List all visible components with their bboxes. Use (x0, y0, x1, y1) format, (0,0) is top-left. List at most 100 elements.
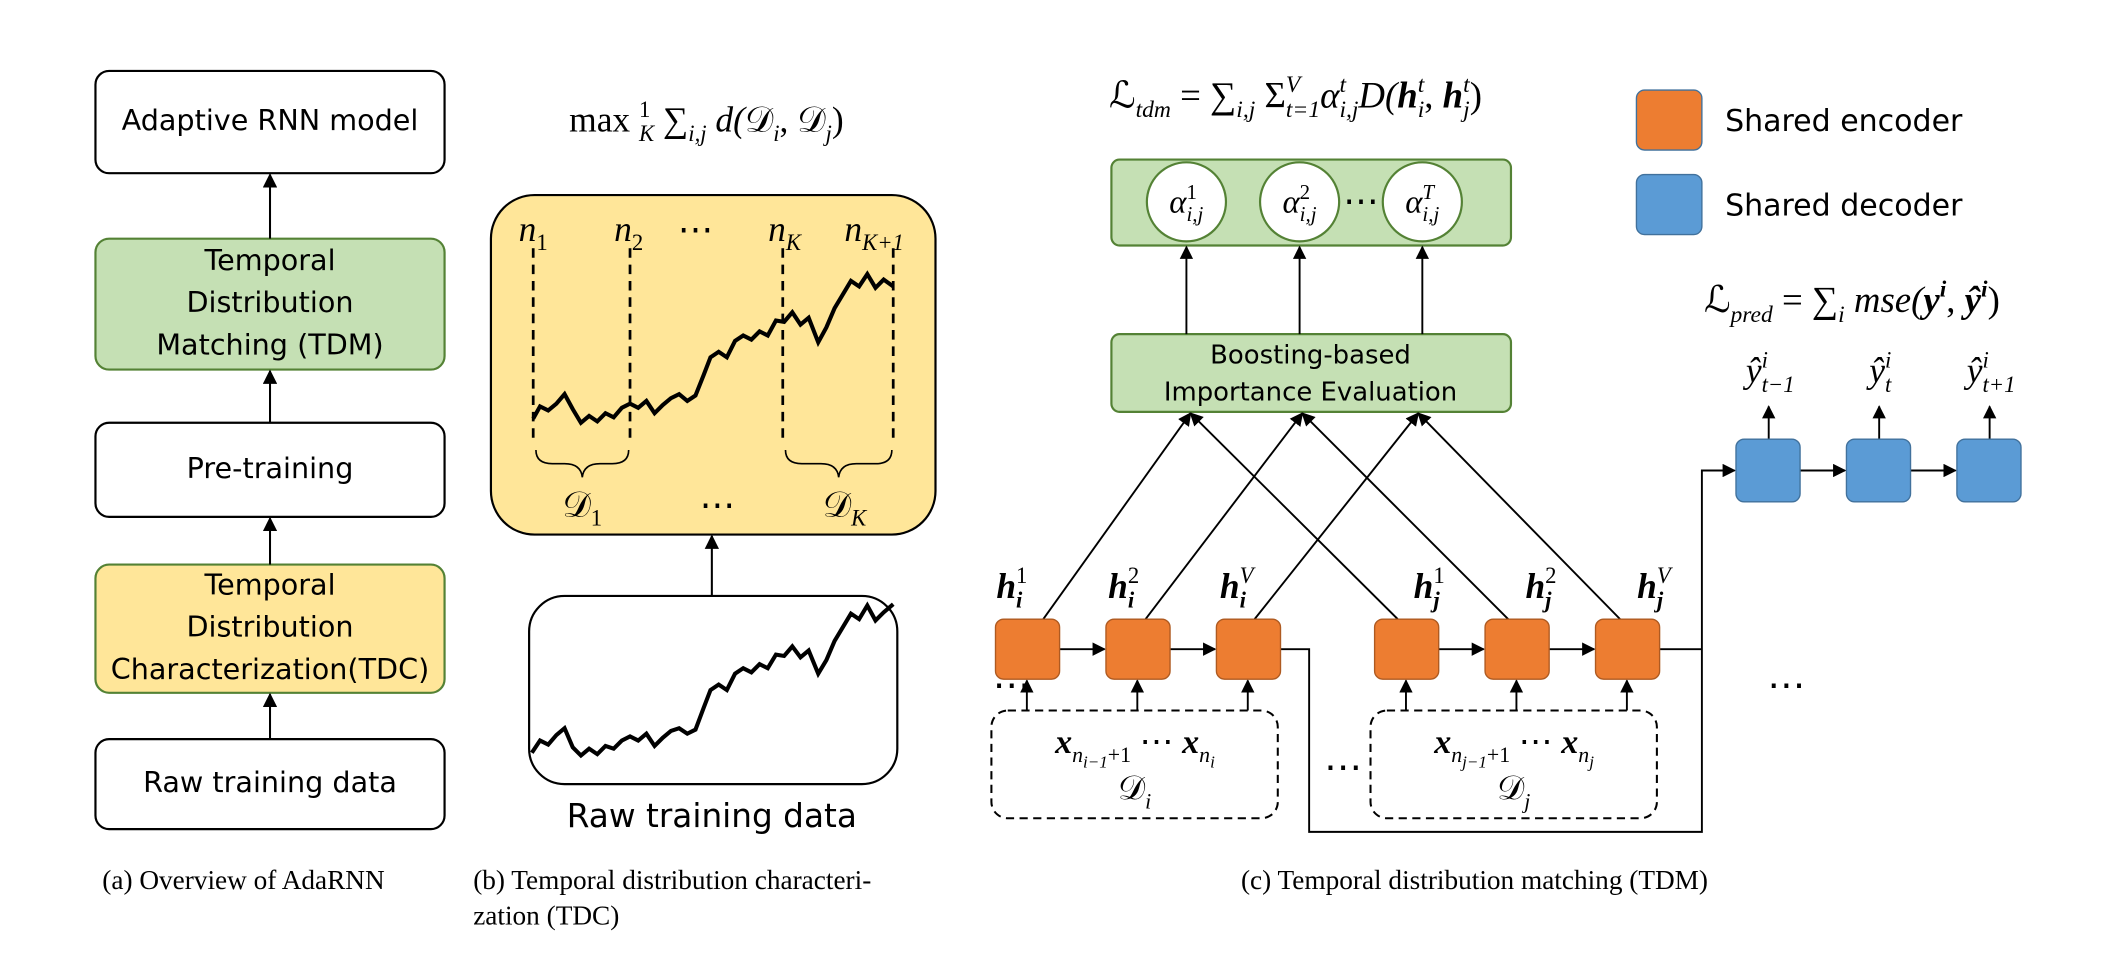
formula-part: i,j (688, 121, 706, 146)
weight-circle (1145, 161, 1228, 243)
formula-part: j (1587, 752, 1594, 771)
formula-part: i (1210, 752, 1215, 771)
formula-part: n (1578, 743, 1589, 767)
legend-label: Shared encoder (1725, 104, 1963, 139)
formula-part: tdm (1136, 97, 1171, 123)
formula-part: D( (1357, 75, 1400, 116)
hidden-label: h1 i (996, 563, 1027, 612)
formula-part: t+1 (1983, 372, 2016, 397)
evaluator-label: Importance Evaluation (1164, 377, 1457, 407)
split-label: nK+1 (844, 209, 904, 255)
formula-part: i,j (1300, 202, 1317, 226)
domain-label: 𝒟j (1497, 770, 1530, 813)
formula-part: h (996, 566, 1016, 606)
ellipsis: ⋯ (1343, 181, 1378, 221)
formula-part: j (1542, 587, 1552, 612)
formula-part: 𝒟 (562, 484, 590, 524)
formula-part: = ∑ (1773, 279, 1838, 320)
formula-part: α (1282, 185, 1300, 221)
formula-part: j (823, 121, 832, 146)
formula-part: 2 (1300, 180, 1310, 204)
hidden-label: h2 j (1525, 563, 1556, 612)
formula-part: h (1443, 75, 1463, 116)
formula-part: ŷ (1743, 351, 1762, 391)
formula-part: α (1169, 185, 1187, 221)
encoder (994, 618, 1061, 680)
weight-label: α2 i,j (1282, 180, 1316, 226)
formula-part: d( (707, 100, 748, 140)
formula-part: ⋯ (1510, 724, 1561, 761)
weight-circle (1381, 161, 1463, 243)
ellipsis: ⋯ (1767, 664, 1805, 706)
box-label: Pre-training (187, 451, 354, 485)
box-label: Raw training data (143, 765, 397, 799)
split-label: n1 (519, 209, 548, 255)
loss-formula: ℒtdm = ∑i,j ΣV t=1αt i,jD(ht i, ht j) (1109, 72, 1482, 123)
formula-part: ŷ (1866, 351, 1885, 391)
formula-part: h (1525, 566, 1545, 606)
hidden-label: h1 j (1414, 563, 1445, 612)
arrow (1042, 412, 1192, 620)
caption: (c) Temporal distribution matching (TDM) (1241, 865, 1708, 895)
formula-part: j (1654, 587, 1664, 612)
encoder (1373, 618, 1440, 680)
formula-part: , (780, 100, 798, 140)
split-label: ⋯ (678, 209, 713, 249)
segment-label: ⋯ (700, 484, 735, 524)
panel-a (94, 69, 446, 831)
formula-part: h (1397, 75, 1417, 116)
formula-part: 1 (536, 230, 547, 255)
box-label: Temporal (203, 567, 335, 601)
formula-part: i (1762, 348, 1768, 373)
segment-label: 𝒟K (823, 484, 868, 530)
formula-part: x (1560, 724, 1578, 761)
evaluator-box (1110, 333, 1513, 413)
formula-part: V (1240, 563, 1257, 588)
formula-part: ℒ (1109, 75, 1136, 116)
formula-part: t (1339, 72, 1347, 98)
formula-part: K (850, 506, 868, 531)
formula-part: h (1637, 566, 1657, 606)
formula-part: 1 (1186, 180, 1196, 204)
formula-part: , (1424, 75, 1442, 116)
encoder (1215, 618, 1282, 680)
formula-part: 2 (632, 230, 643, 255)
formula-part: i (1940, 277, 1947, 303)
formula-part: i,j (1186, 202, 1203, 226)
formula-part: i (1418, 97, 1425, 123)
input-label: xni−1+1 ⋯ xni (1054, 724, 1215, 771)
brace (535, 450, 630, 478)
box-label: Temporal (203, 243, 335, 277)
formula-part: 𝒟 (823, 484, 851, 524)
formula-part: ) (1470, 75, 1482, 116)
formula-part: ŷ (1964, 351, 1983, 391)
series-curve (530, 601, 895, 759)
output-label: ŷi t−1 (1743, 348, 1795, 397)
formula-part: 1 (1433, 563, 1444, 588)
formula-part: n (844, 209, 862, 249)
formula-part: i (1983, 348, 1989, 373)
ellipsis: ⋯ (993, 664, 1031, 706)
formula-part: 𝒟 (1497, 770, 1525, 807)
formula-part: t (1885, 372, 1892, 397)
series-curve (531, 270, 895, 426)
input-group (990, 709, 1279, 820)
formula-part: ⋯ (678, 209, 713, 249)
caption: (a) Overview of AdaRNN (102, 865, 385, 895)
formula-part: i (1838, 302, 1845, 328)
caption: zation (TDC) (473, 901, 619, 931)
formula-part: ⋯ (1131, 724, 1182, 761)
caption: (b) Temporal distribution characteri- (473, 865, 871, 895)
formula-part: , (1946, 279, 1964, 320)
formula-part: t−1 (1762, 372, 1795, 397)
formula-part: 1 (639, 97, 650, 122)
formula-part: i,j (1422, 202, 1439, 226)
formula-part: α (1405, 185, 1423, 221)
arrow (1417, 412, 1621, 620)
formula-part: ⋯ (700, 484, 735, 524)
formula-part: 1 (1016, 563, 1027, 588)
formula-part: i (1885, 348, 1891, 373)
formula-part: K (785, 230, 803, 255)
